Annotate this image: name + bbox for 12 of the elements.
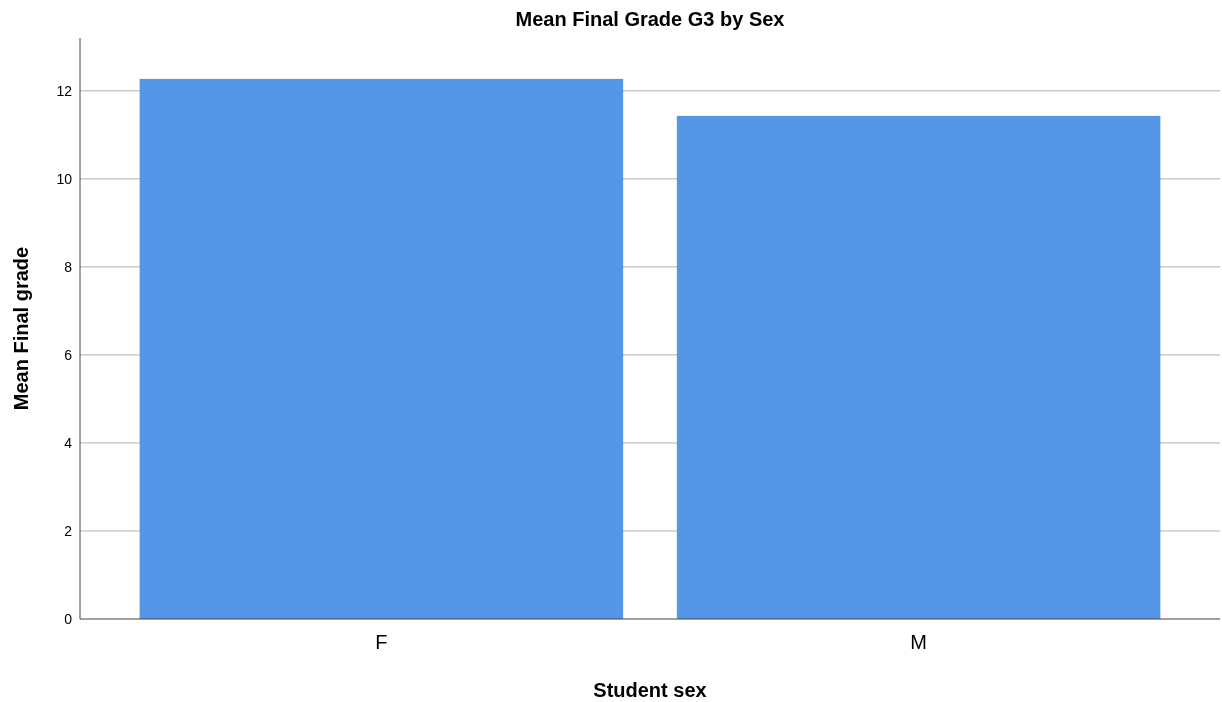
y-tick-label: 2 (64, 522, 73, 539)
y-tick-label: 4 (64, 434, 73, 451)
x-axis-title: Student sex (593, 679, 707, 701)
y-axis-title: Mean Final grade (10, 246, 32, 411)
y-tick-label: 0 (64, 610, 73, 627)
x-tick-label: F (375, 631, 388, 653)
chart-title: Mean Final Grade G3 by Sex (515, 8, 785, 30)
y-tick-label: 10 (56, 170, 73, 187)
y-tick-label: 8 (64, 258, 73, 275)
y-tick-label: 6 (64, 346, 73, 363)
y-tick-label: 12 (56, 82, 73, 99)
x-tick-label: M (910, 631, 927, 653)
